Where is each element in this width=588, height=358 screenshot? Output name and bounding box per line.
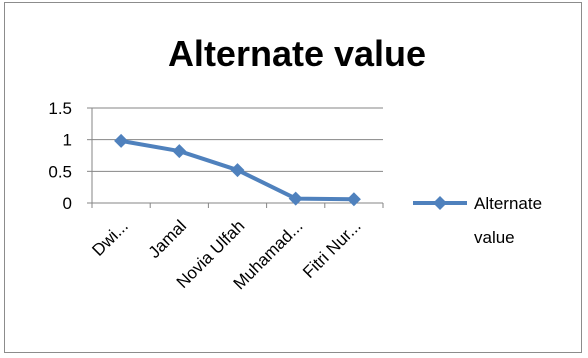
x-tick-label: Dwi... — [88, 216, 131, 259]
series-group — [114, 133, 361, 207]
x-tick-label: Jamal — [145, 216, 191, 262]
y-axis-ticks: 0 0.5 1 1.5 — [48, 99, 72, 213]
gridlines — [87, 107, 384, 208]
data-point-marker — [114, 133, 129, 148]
data-point-marker — [346, 192, 361, 207]
chart-frame — [4, 2, 582, 353]
legend-label: value — [474, 228, 515, 247]
data-point-marker — [230, 163, 245, 178]
x-tick-label: Fitri Nur... — [299, 216, 365, 282]
data-point-marker — [172, 144, 187, 159]
data-point-marker — [288, 191, 303, 206]
y-tick-label: 1.5 — [48, 99, 72, 118]
legend: Alternate value — [413, 194, 542, 247]
legend-label: Alternate — [474, 194, 542, 213]
y-tick-label: 1 — [63, 131, 72, 150]
chart-title: Alternate value — [168, 33, 426, 74]
y-tick-label: 0 — [63, 194, 72, 213]
y-tick-label: 0.5 — [48, 162, 72, 181]
legend-marker — [433, 196, 447, 210]
